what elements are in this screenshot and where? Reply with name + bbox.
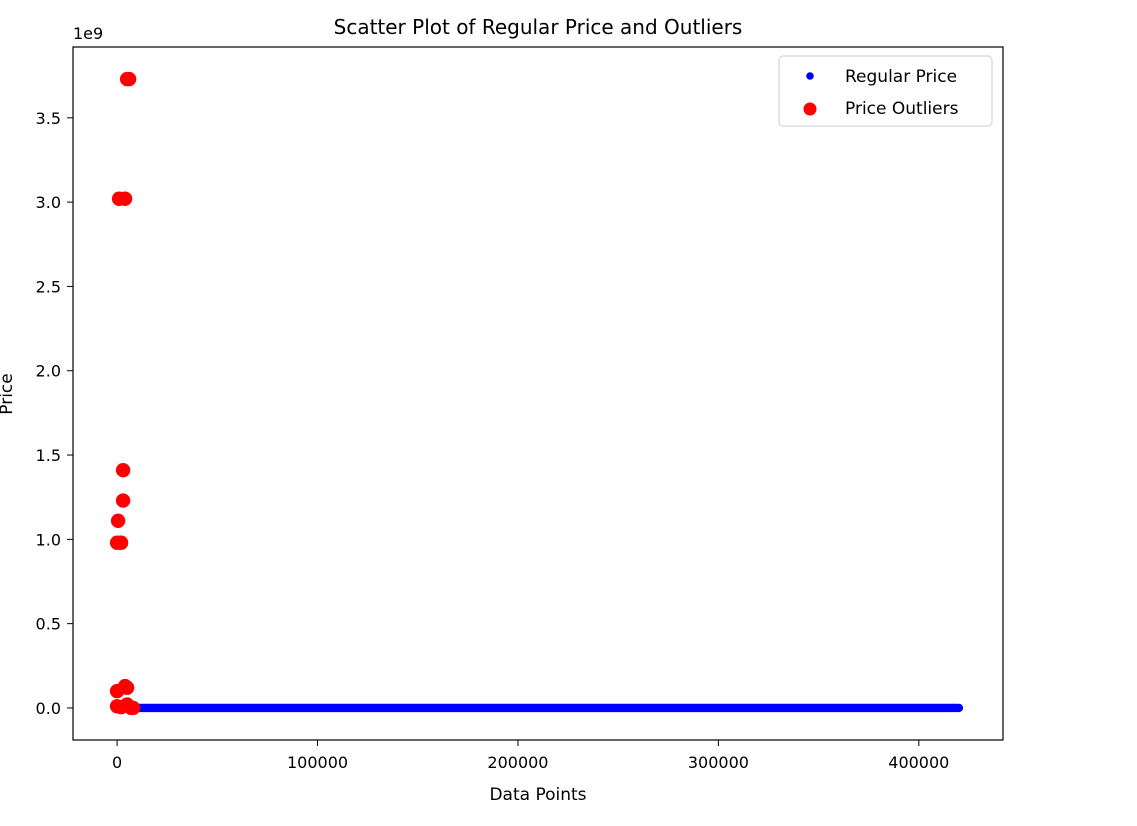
y-tick-label: 2.5 [36,277,61,296]
regular-price-points [114,703,964,713]
y-tick-label: 0.0 [36,699,61,718]
x-tick-label: 100000 [287,753,348,772]
price-outlier-point [115,463,131,478]
chart-title: Scatter Plot of Regular Price and Outlie… [334,15,743,39]
price-outlier-point [125,700,141,716]
price-outlier-point [117,191,133,206]
x-tick-label: 200000 [487,753,548,772]
legend-regular-price-label: Regular Price [845,67,957,87]
axes-frame [72,46,1004,741]
price-outlier-point [110,513,126,529]
y-axis-offset-label: 1e9 [73,24,103,43]
price-outlier-point [115,493,131,508]
y-tick-label: 1.0 [36,530,61,549]
y-axis-ticks: 0.0 0.5 1.0 1.5 2.0 2.5 3.0 3.5 [36,109,73,718]
y-axis-label: Price [0,373,17,414]
x-tick-label: 300000 [688,753,749,772]
legend-regular-price-marker [806,72,814,80]
y-tick-label: 2.0 [36,362,61,381]
x-axis-ticks: 0 100000 200000 300000 400000 [112,740,949,772]
y-tick-label: 3.5 [36,109,61,128]
plot-area [109,71,964,716]
y-tick-label: 1.5 [36,446,61,465]
x-axis-label: Data Points [489,785,586,805]
price-outlier-point [121,71,137,87]
legend-box [778,55,993,127]
y-tick-label: 3.0 [36,193,61,212]
y-tick-label: 0.5 [36,615,61,634]
x-tick-label: 400000 [888,753,949,772]
x-tick-label: 0 [112,753,122,772]
legend-price-outliers-label: Price Outliers [845,99,959,119]
price-outlier-point [119,680,135,695]
legend: Regular Price Price Outliers [778,55,993,127]
legend-price-outliers-marker [803,102,817,116]
price-outlier-point [113,535,129,550]
